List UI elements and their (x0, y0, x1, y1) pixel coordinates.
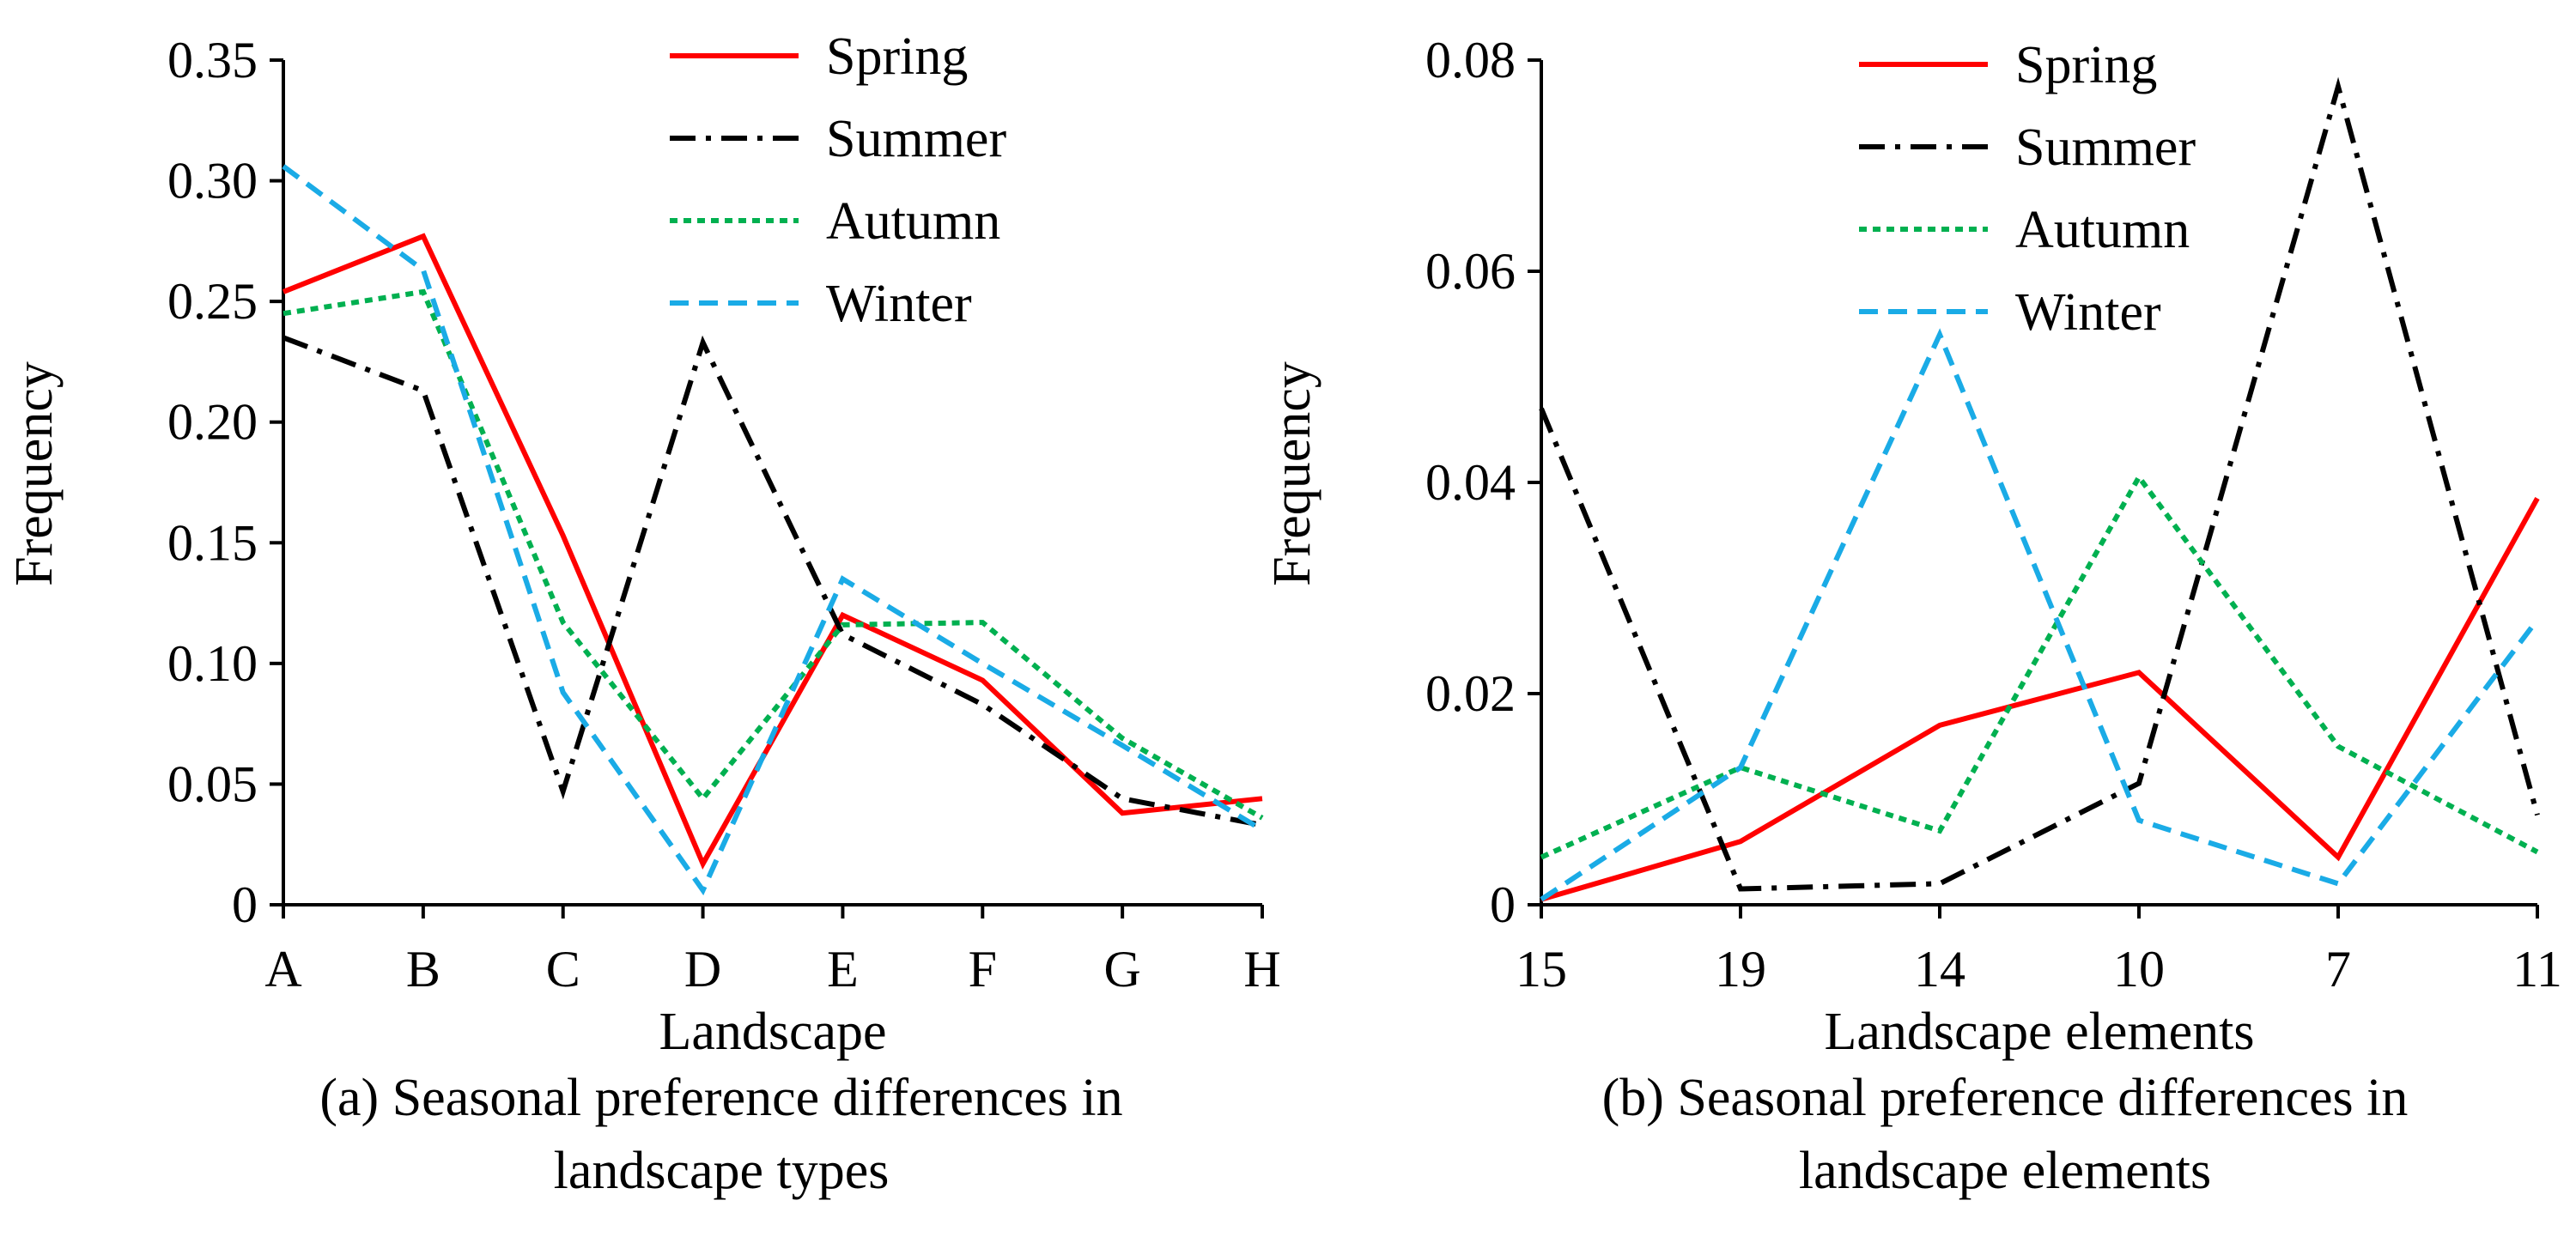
x-tick-label: G (1103, 941, 1140, 997)
y-tick-label: 0.04 (1425, 454, 1516, 511)
x-tick-label: H (1243, 941, 1280, 997)
series-line-autumn (1540, 472, 2539, 860)
series-line-winter (1540, 328, 2540, 902)
y-tick-label: 0.02 (1425, 665, 1516, 722)
legend-label-spring: Spring (2015, 36, 2157, 94)
y-tick-label: 0.05 (167, 755, 258, 812)
y-tick-label: 0.20 (167, 394, 258, 451)
y-tick-label: 0.35 (167, 32, 258, 88)
x-axis-title: Landscape elements (1825, 1003, 2255, 1061)
x-tick-label: 19 (1715, 941, 1766, 997)
y-axis-title: Frequency (5, 361, 64, 586)
legend-label-summer: Summer (2015, 118, 2196, 177)
series-line-autumn (283, 288, 1264, 821)
legend-label-summer: Summer (826, 110, 1006, 168)
x-tick-label: A (264, 941, 301, 997)
y-tick-label: 0.10 (167, 635, 258, 692)
legend-label-winter: Winter (2015, 283, 2161, 342)
series-line-summer (1539, 76, 2540, 892)
y-axis-title: Frequency (1263, 361, 1321, 586)
x-tick-label: 10 (2113, 941, 2165, 997)
x-tick-label: E (827, 941, 859, 997)
legend: Spring Summer Autumn Winter (670, 27, 1006, 333)
chart-caption-line2: landscape types (554, 1142, 890, 1200)
x-tick-label: D (684, 941, 721, 997)
x-tick-label: 14 (1914, 941, 1965, 997)
legend-label-winter: Winter (826, 275, 972, 333)
x-tick-label: F (969, 941, 997, 997)
chart-caption-line1: (a) Seasonal preference differences in (319, 1069, 1122, 1127)
x-tick-label: 15 (1516, 941, 1567, 997)
x-axis-title: Landscape (659, 1003, 886, 1061)
legend-label-autumn: Autumn (826, 192, 1000, 251)
y-tick-label: 0.25 (167, 273, 258, 330)
x-tick-label: C (546, 941, 580, 997)
x-tick-label: 7 (2325, 941, 2351, 997)
series-line-summer (282, 335, 1263, 828)
y-tick-label: 0.06 (1425, 243, 1516, 300)
legend: Spring Summer Autumn Winter (1859, 36, 2196, 342)
series-line-spring (282, 233, 1263, 870)
series-line-spring (1540, 497, 2540, 902)
x-tick-label: B (406, 941, 440, 997)
chart-panel-b: 0 0.02 0.04 0.06 0.08 15 19 14 10 7 11 Landscape el… (1263, 32, 2562, 1200)
y-tick-label: 0.15 (167, 514, 258, 571)
y-tick-label: 0.08 (1425, 32, 1516, 88)
chart-panel-a: 0 0.05 0.10 0.15 0.20 0.25 0.30 0.35 A B C D E F G H Lan… (5, 27, 1281, 1200)
series-line-winter (282, 164, 1264, 896)
y-tick-label: 0 (1490, 876, 1516, 933)
chart-caption-line1: (b) Seasonal preference differences in (1602, 1069, 2409, 1127)
y-tick-label: 0 (232, 876, 258, 933)
y-tick-label: 0.30 (167, 153, 258, 209)
chart-caption-line2: landscape elements (1799, 1142, 2211, 1200)
x-tick-label: 11 (2512, 941, 2562, 997)
legend-label-autumn: Autumn (2015, 201, 2190, 259)
legend-label-spring: Spring (826, 27, 968, 86)
